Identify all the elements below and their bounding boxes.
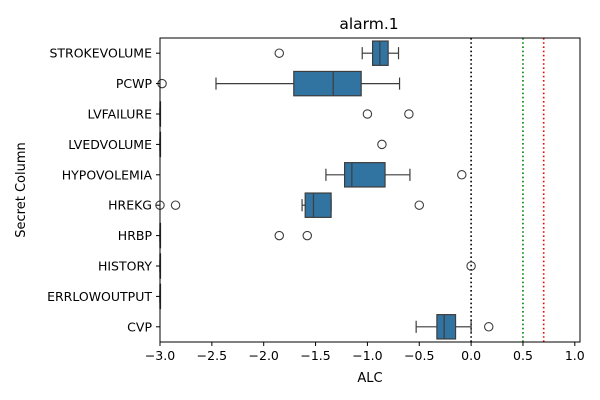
box-iqr xyxy=(304,192,332,218)
outlier-point xyxy=(377,139,387,150)
outlier-point xyxy=(404,109,414,119)
chart-title: alarm.1 xyxy=(339,15,398,33)
x-tick-label: −3.0 xyxy=(145,348,175,363)
box-iqr xyxy=(436,314,457,340)
x-tick-label: −2.0 xyxy=(249,348,279,363)
outlier-point xyxy=(457,170,467,180)
reference-lines xyxy=(470,38,545,342)
x-tick-label: −1.5 xyxy=(300,348,330,363)
outlier-point xyxy=(170,200,181,210)
x-axis: −3.0 −2.5 −2.0 −1.5 −1.0 −0.5 0.0 0.5 1.0 xyxy=(145,342,585,363)
box-lvedvolume xyxy=(159,131,387,158)
outlier-point xyxy=(483,322,494,332)
y-tick-label: STROKEVOLUME xyxy=(49,46,152,61)
outlier-point xyxy=(466,261,476,271)
outlier-point xyxy=(274,48,285,58)
x-tick-label: 1.0 xyxy=(565,348,585,363)
y-tick-label: HISTORY xyxy=(98,259,152,274)
box-history xyxy=(159,253,476,279)
box-hrekg xyxy=(155,192,425,218)
box-cvp xyxy=(415,314,494,340)
box-strokevolume xyxy=(274,40,400,66)
y-axis: STROKEVOLUME PCWP LVFAILURE LVEDVOLUME HYPOV… xyxy=(47,46,160,334)
y-axis-title: Secret Column xyxy=(14,142,29,237)
x-tick-label: 0.0 xyxy=(461,348,481,363)
outlier-point xyxy=(302,230,313,241)
y-tick-label: ERRLOWOUTPUT xyxy=(47,289,152,304)
box-iqr xyxy=(343,162,386,188)
outlier-point xyxy=(362,109,373,119)
box-hrbp xyxy=(159,222,313,249)
outlier-point xyxy=(414,200,425,210)
box-lvfailure xyxy=(159,101,414,127)
x-tick-label: −2.5 xyxy=(197,348,227,363)
y-tick-label: HRBP xyxy=(118,228,153,243)
y-tick-label: HYPOVOLEMIA xyxy=(62,167,153,182)
y-tick-label: HREKG xyxy=(108,198,152,213)
x-tick-label: 0.5 xyxy=(513,348,533,363)
outlier-point xyxy=(274,230,285,241)
y-tick-label: CVP xyxy=(127,319,152,334)
box-hypovolemia xyxy=(325,162,467,188)
x-axis-title: ALC xyxy=(357,371,382,386)
x-tick-label: −0.5 xyxy=(404,348,434,363)
y-tick-label: PCWP xyxy=(116,76,153,91)
plot-frame xyxy=(159,37,581,343)
y-tick-label: LVEDVOLUME xyxy=(68,137,152,152)
box-pcwp xyxy=(157,70,401,97)
boxes xyxy=(155,40,494,340)
x-tick-label: −1.0 xyxy=(352,348,382,363)
y-tick-label: LVFAILURE xyxy=(88,107,153,122)
box-iqr xyxy=(293,70,362,97)
